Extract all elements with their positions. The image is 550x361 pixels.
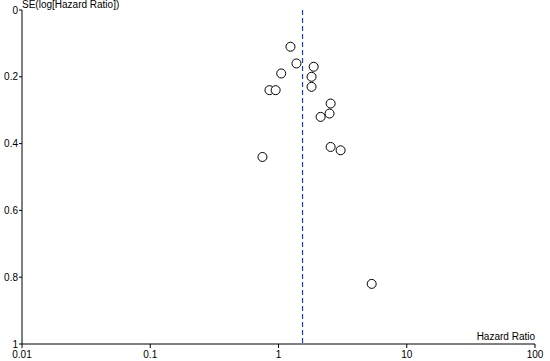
study-point <box>271 86 280 95</box>
y-tick-label: 1 <box>12 339 18 350</box>
study-point <box>367 279 376 288</box>
study-point <box>286 42 295 51</box>
study-point <box>307 72 316 81</box>
y-tick-label: 0.4 <box>4 138 18 149</box>
study-point <box>326 99 335 108</box>
y-tick-label: 0 <box>12 5 18 16</box>
x-tick <box>406 344 407 348</box>
y-tick <box>19 143 22 144</box>
y-tick-label: 0.2 <box>4 71 18 82</box>
x-tick-label: 10 <box>401 349 413 360</box>
x-tick-label: 100 <box>527 349 544 360</box>
y-tick <box>19 277 22 278</box>
x-axis-title: Hazard Ratio <box>477 331 536 342</box>
x-tick <box>22 344 23 348</box>
y-tick <box>19 210 22 211</box>
x-tick-label: 0.1 <box>143 349 157 360</box>
x-tick-label: 1 <box>276 349 282 360</box>
y-tick-label: 0.6 <box>4 205 18 216</box>
study-point <box>316 112 325 121</box>
study-point <box>307 82 316 91</box>
study-point <box>277 69 286 78</box>
y-tick <box>19 344 22 345</box>
x-tick <box>150 344 151 348</box>
pooled-estimate-line <box>302 10 303 344</box>
study-point <box>292 59 301 68</box>
study-point <box>325 109 334 118</box>
study-point <box>336 146 345 155</box>
plot-area <box>258 10 376 344</box>
x-tick-label: 0.01 <box>12 349 32 360</box>
study-point <box>309 62 318 71</box>
chart: 0.01 0.1 1 10 100 0 0.2 0.4 0.6 0.8 1 SE(log[Hazard… <box>0 0 550 361</box>
y-tick-label: 0.8 <box>4 272 18 283</box>
x-tick <box>535 344 536 348</box>
y-tick <box>19 76 22 77</box>
x-tick <box>278 344 279 348</box>
study-point <box>326 142 335 151</box>
study-point <box>258 152 267 161</box>
y-axis <box>22 10 23 344</box>
y-axis-title: SE(log[Hazard Ratio]) <box>22 0 119 10</box>
